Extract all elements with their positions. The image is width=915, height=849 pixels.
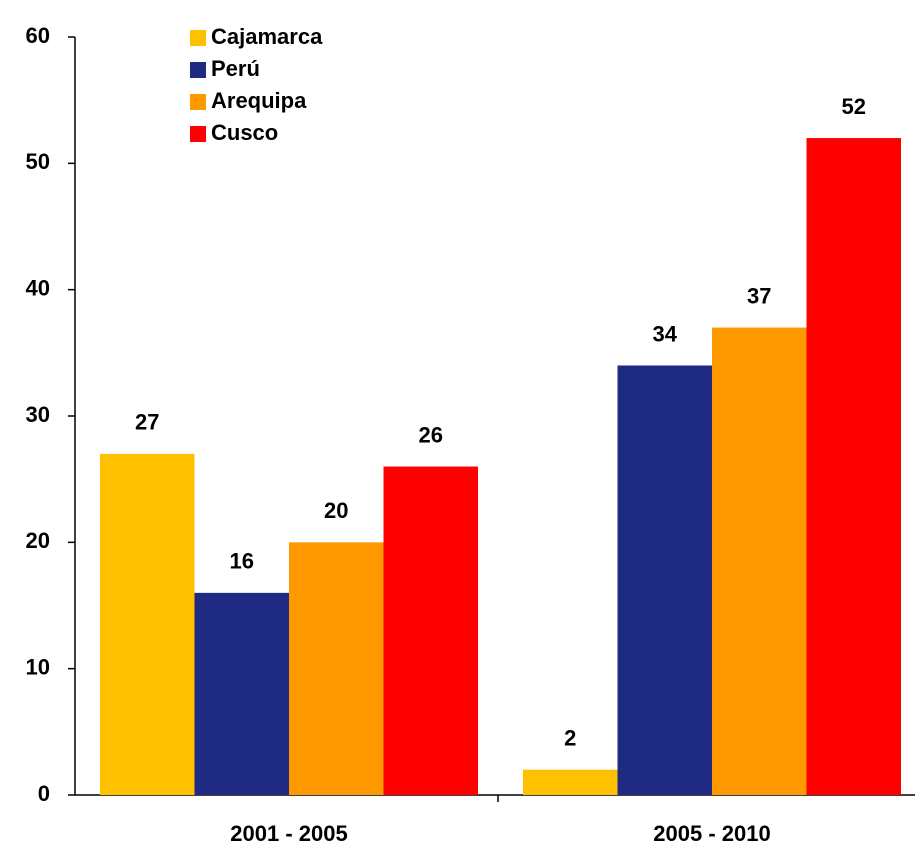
data-label: 16 (230, 549, 254, 574)
y-tick-label: 30 (26, 402, 50, 427)
bar (194, 592, 289, 795)
bar (383, 466, 478, 795)
bar (712, 327, 807, 795)
data-label: 34 (653, 321, 678, 346)
data-label: 37 (747, 283, 771, 308)
legend-swatch (190, 94, 206, 110)
legend-swatch (190, 126, 206, 142)
y-tick-label: 60 (26, 23, 50, 48)
y-tick-label: 10 (26, 654, 50, 679)
legend-swatch (190, 30, 206, 46)
bar (806, 138, 901, 796)
data-label: 27 (135, 410, 159, 435)
bar (289, 542, 384, 795)
legend-label: Cusco (211, 120, 278, 145)
data-label: 2 (564, 726, 576, 751)
y-tick-label: 20 (26, 528, 50, 553)
y-tick-label: 0 (38, 781, 50, 806)
x-tick-label: 2001 - 2005 (230, 821, 347, 846)
bar (523, 769, 618, 795)
data-label: 26 (419, 422, 443, 447)
legend-label: Arequipa (211, 88, 307, 113)
legend-swatch (190, 62, 206, 78)
y-tick-label: 40 (26, 275, 50, 300)
data-label: 20 (324, 498, 348, 523)
y-tick-label: 50 (26, 149, 50, 174)
legend-label: Perú (211, 56, 260, 81)
data-label: 52 (842, 94, 866, 119)
bar (100, 453, 195, 795)
bar (617, 365, 712, 795)
legend-label: Cajamarca (211, 24, 323, 49)
x-tick-label: 2005 - 2010 (653, 821, 770, 846)
